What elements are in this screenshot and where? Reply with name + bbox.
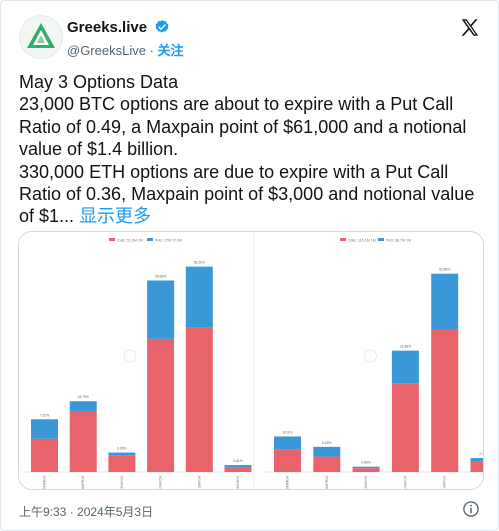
data-label-10MAY24: 38.68% — [155, 275, 167, 279]
tick-label-31MAY24: 31MAY24 — [197, 476, 201, 489]
tweet-line-btc: 23,000 BTC options are about to expire w… — [19, 94, 467, 160]
info-icon[interactable] — [462, 500, 480, 518]
account-handle[interactable]: @GreeksLive — [67, 43, 146, 58]
account-name[interactable]: Greeks.live — [67, 19, 148, 36]
tick-label-29MAR24: 29MAR24 — [286, 476, 290, 489]
chart-panel-btc: Calls: 51.6M 2M Puts: 27M 37.0M 7.52% 29MAR… — [19, 232, 253, 489]
eth-open-interest-chart: Calls: 115.1M 1M Puts: 88.7M 1M 8.01% 29MAR… — [266, 238, 483, 489]
greeks-live-logo-icon — [27, 23, 55, 48]
data-label-28JUN24: 0.81% — [233, 459, 243, 463]
tick-label-29MAR24: 29MAR24 — [43, 476, 47, 489]
tweet-text: May 3 Options Data 23,000 BTC options ar… — [19, 71, 489, 228]
bar-puts-3MAY24 — [352, 466, 380, 469]
bar-puts-10MAY24 — [147, 280, 175, 339]
chart-legend: Calls: 51.6M 2M Puts: 27M 37.0M — [109, 238, 182, 243]
legend-label-0: Calls: 51.6M 2M — [117, 239, 143, 243]
data-label-29MAR24: 7.52% — [40, 413, 50, 417]
data-label-31MAY24: 52.89% — [439, 268, 451, 272]
watermark-icon — [364, 349, 377, 363]
bar-puts-26APR24 — [69, 401, 97, 411]
bar-calls-29MAR24 — [274, 449, 301, 472]
watermark-icon — [123, 349, 137, 363]
tweet-header: Greeks.live @GreeksLive · 关注 — [19, 15, 485, 61]
legend-label-0: Calls: 115.1M 1M — [348, 239, 376, 243]
legend-swatch-0 — [109, 238, 115, 241]
tweet-line-eth-text: 330,000 ETH options are due to expire wi… — [19, 161, 475, 227]
account-name-row[interactable]: Greeks.live — [67, 19, 170, 36]
tick-label-10MAY24: 10MAY24 — [403, 476, 407, 489]
tick-label-10MAY24: 10MAY24 — [159, 476, 163, 489]
legend-label-1: Puts: 88.7M 1M — [386, 239, 411, 243]
bar-calls-31MAY24 — [185, 327, 213, 472]
data-label-28JUN24: 2.79% — [479, 452, 483, 456]
chart-divider — [253, 232, 254, 489]
chart-legend: Calls: 115.1M 1M Puts: 88.7M 1M — [340, 238, 411, 243]
bar-calls-26APR24 — [69, 410, 97, 472]
bar-puts-26APR24 — [313, 446, 341, 457]
tweet-line-title: May 3 Options Data — [19, 72, 179, 92]
bar-calls-10MAY24 — [391, 383, 419, 472]
bar-calls-26APR24 — [313, 456, 341, 472]
data-label-26APR24: 15.79% — [77, 395, 89, 399]
tweet-timestamp[interactable]: 上午9:33 · 2024年5月3日 — [19, 505, 154, 519]
x-logo-icon[interactable] — [459, 17, 481, 39]
btc-open-interest-chart: Calls: 51.6M 2M Puts: 27M 37.0M 7.52% 29MAR… — [23, 238, 252, 489]
tick-label-26APR24: 26APR24 — [81, 476, 85, 489]
account-handle-row: @GreeksLive · 关注 — [67, 40, 184, 59]
bar-calls-3MAY24 — [108, 455, 136, 472]
bar-puts-28JUN24 — [470, 458, 483, 462]
handle-separator: · — [145, 43, 158, 58]
bar-calls-3MAY24 — [352, 468, 380, 472]
bar-puts-29MAR24 — [31, 419, 58, 439]
tick-label-31MAY24: 31MAY24 — [443, 476, 447, 489]
bar-puts-29MAR24 — [274, 436, 301, 450]
tweet-media-image[interactable]: Calls: 51.6M 2M Puts: 27M 37.0M 7.52% 29MAR… — [18, 231, 484, 490]
bar-puts-28JUN24 — [224, 465, 252, 468]
data-label-29MAR24: 8.01% — [283, 430, 293, 434]
legend-label-1: Puts: 27M 37.0M — [155, 239, 182, 243]
bar-puts-31MAY24 — [431, 273, 459, 330]
legend-swatch-1 — [378, 238, 384, 241]
legend-swatch-0 — [340, 238, 346, 241]
tick-label-28JUN24: 28JUN24 — [236, 476, 240, 489]
tick-label-3MAY24: 3MAY24 — [120, 476, 124, 489]
tick-label-28JUN24: 28JUN24 — [482, 476, 483, 489]
show-more-link[interactable]: 显示更多 — [79, 206, 152, 227]
tick-label-3MAY24: 3MAY24 — [364, 476, 368, 489]
verified-badge-icon — [155, 20, 169, 33]
follow-button[interactable]: 关注 — [157, 43, 184, 58]
data-label-31MAY24: 38.25% — [194, 261, 206, 265]
legend-swatch-1 — [147, 238, 153, 241]
data-label-3MAY24: 0.66% — [361, 461, 371, 465]
bar-puts-3MAY24 — [108, 452, 136, 456]
bar-puts-31MAY24 — [185, 266, 213, 328]
bar-calls-31MAY24 — [431, 329, 459, 472]
tweet-line-eth: 330,000 ETH options are due to expire wi… — [19, 161, 489, 228]
bar-calls-10MAY24 — [147, 338, 175, 472]
bar-puts-10MAY24 — [391, 350, 419, 384]
bar-calls-29MAR24 — [31, 438, 58, 472]
bar-calls-28JUN24 — [470, 461, 483, 472]
data-label-10MAY24: 31.68% — [400, 345, 412, 349]
data-label-3MAY24: 3.06% — [117, 447, 127, 451]
bar-calls-28JUN24 — [224, 467, 252, 472]
chart-panel-eth: Calls: 115.1M 1M Puts: 88.7M 1M 8.01% 29MAR… — [254, 232, 483, 489]
data-label-26APR24: 5.85% — [322, 441, 332, 445]
tick-label-26APR24: 26APR24 — [325, 476, 329, 489]
avatar[interactable] — [19, 15, 63, 59]
